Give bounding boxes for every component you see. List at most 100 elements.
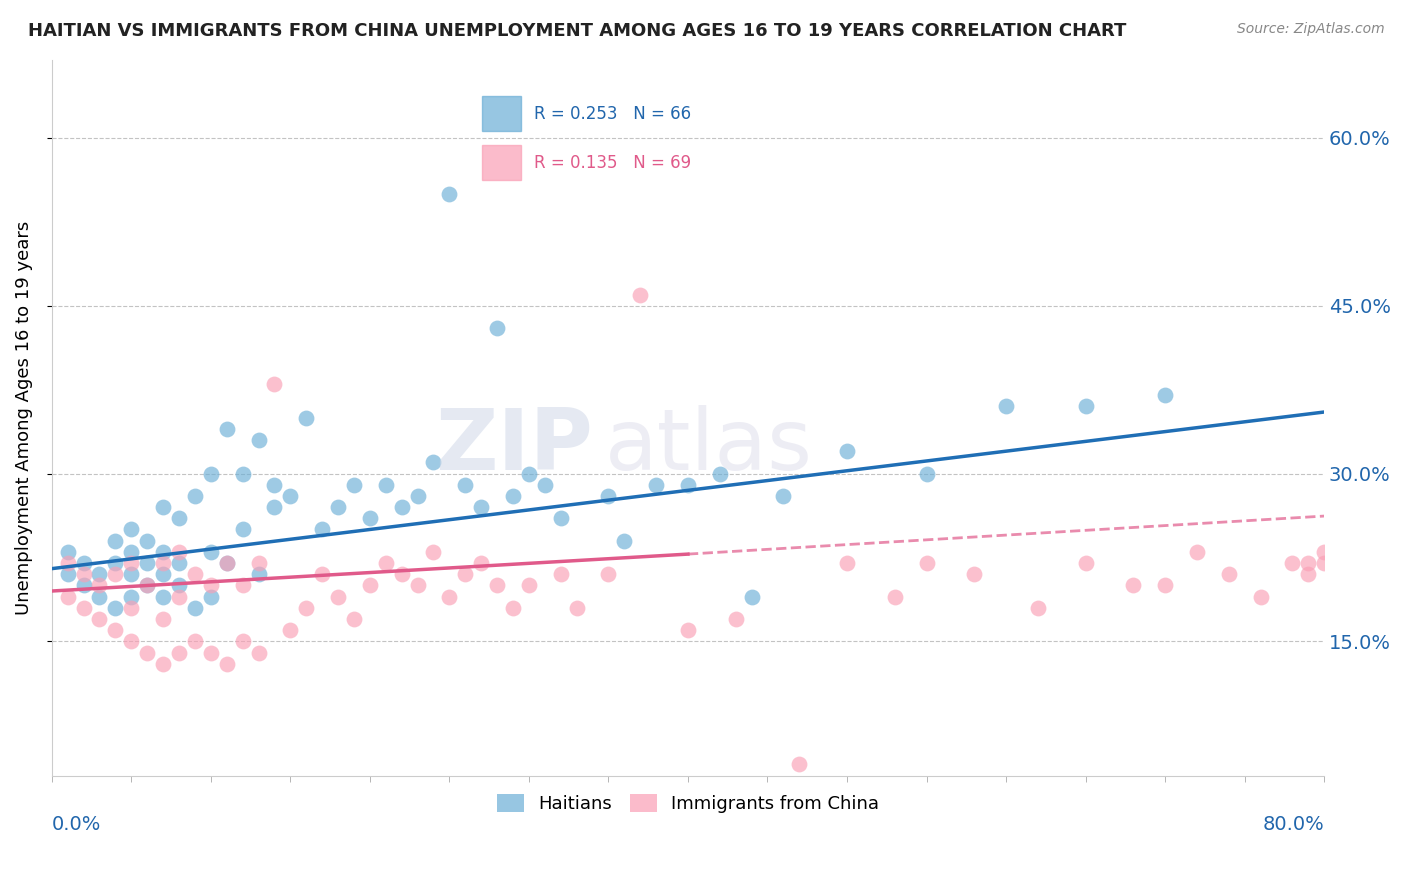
Point xyxy=(628,287,651,301)
Point xyxy=(1250,590,1272,604)
Point xyxy=(263,377,285,392)
Point xyxy=(835,444,858,458)
Point xyxy=(772,489,794,503)
Point xyxy=(263,477,285,491)
Point xyxy=(1281,556,1303,570)
Point xyxy=(120,523,142,537)
Point xyxy=(232,523,254,537)
Point xyxy=(550,567,572,582)
Point xyxy=(374,556,396,570)
Point xyxy=(247,433,270,447)
Point xyxy=(1185,545,1208,559)
Point xyxy=(391,567,413,582)
Point xyxy=(502,600,524,615)
Point xyxy=(89,567,111,582)
Point xyxy=(295,410,318,425)
Point xyxy=(326,590,349,604)
Point xyxy=(56,590,79,604)
Point xyxy=(454,567,477,582)
Point xyxy=(104,600,127,615)
Point xyxy=(215,556,238,570)
Point xyxy=(72,556,94,570)
Point xyxy=(598,489,620,503)
Point xyxy=(232,578,254,592)
Point xyxy=(184,489,207,503)
Point xyxy=(374,477,396,491)
Point xyxy=(89,590,111,604)
Point xyxy=(741,590,763,604)
Point xyxy=(56,556,79,570)
Point xyxy=(232,634,254,648)
Point xyxy=(963,567,986,582)
Point xyxy=(215,422,238,436)
Point xyxy=(72,600,94,615)
Point xyxy=(184,634,207,648)
Point xyxy=(359,578,381,592)
Point xyxy=(120,556,142,570)
Point xyxy=(517,578,540,592)
Point xyxy=(120,545,142,559)
Point xyxy=(1074,400,1097,414)
Point xyxy=(120,590,142,604)
Point xyxy=(645,477,668,491)
Point xyxy=(104,533,127,548)
Text: HAITIAN VS IMMIGRANTS FROM CHINA UNEMPLOYMENT AMONG AGES 16 TO 19 YEARS CORRELAT: HAITIAN VS IMMIGRANTS FROM CHINA UNEMPLO… xyxy=(28,22,1126,40)
Point xyxy=(326,500,349,515)
Point xyxy=(278,623,301,637)
Point xyxy=(136,533,159,548)
Point xyxy=(247,556,270,570)
Point xyxy=(470,556,492,570)
Point xyxy=(200,467,222,481)
Point xyxy=(1154,578,1177,592)
Point xyxy=(247,567,270,582)
Point xyxy=(613,533,636,548)
Point xyxy=(343,477,366,491)
Point xyxy=(232,467,254,481)
Point xyxy=(104,556,127,570)
Point xyxy=(120,567,142,582)
Point xyxy=(1154,388,1177,402)
Point xyxy=(263,500,285,515)
Point xyxy=(200,646,222,660)
Point xyxy=(120,634,142,648)
Point xyxy=(486,321,509,335)
Point xyxy=(136,578,159,592)
Point xyxy=(104,567,127,582)
Point xyxy=(120,600,142,615)
Point xyxy=(200,578,222,592)
Point xyxy=(152,556,174,570)
Text: 80.0%: 80.0% xyxy=(1263,815,1324,834)
Point xyxy=(56,567,79,582)
Point xyxy=(152,657,174,671)
Point xyxy=(915,556,938,570)
Point xyxy=(1296,556,1319,570)
Point xyxy=(550,511,572,525)
Point xyxy=(422,545,444,559)
Point xyxy=(422,455,444,469)
Point xyxy=(215,657,238,671)
Point xyxy=(311,567,333,582)
Point xyxy=(1296,567,1319,582)
Point xyxy=(152,612,174,626)
Point xyxy=(167,545,190,559)
Text: Source: ZipAtlas.com: Source: ZipAtlas.com xyxy=(1237,22,1385,37)
Point xyxy=(359,511,381,525)
Point xyxy=(104,623,127,637)
Point xyxy=(883,590,905,604)
Point xyxy=(1074,556,1097,570)
Point xyxy=(439,590,461,604)
Point xyxy=(835,556,858,570)
Point xyxy=(184,567,207,582)
Point xyxy=(184,600,207,615)
Point xyxy=(343,612,366,626)
Point xyxy=(439,186,461,201)
Point xyxy=(502,489,524,503)
Point xyxy=(136,646,159,660)
Point xyxy=(167,578,190,592)
Point xyxy=(915,467,938,481)
Point xyxy=(454,477,477,491)
Point xyxy=(200,545,222,559)
Point xyxy=(1218,567,1240,582)
Point xyxy=(89,578,111,592)
Point xyxy=(152,545,174,559)
